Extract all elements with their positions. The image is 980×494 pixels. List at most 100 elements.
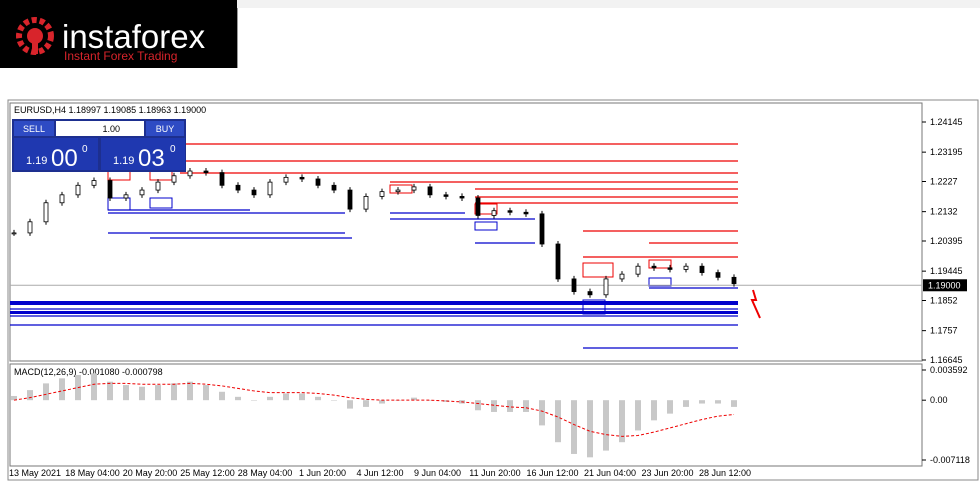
macd-bar (299, 393, 305, 401)
candle-body (507, 210, 513, 213)
macd-bar (603, 400, 609, 451)
annotation-scribble (750, 289, 761, 319)
candle-body (651, 265, 657, 269)
candle-body (491, 210, 497, 216)
current-price-label: 1.19000 (928, 280, 961, 290)
x-tick-label: 25 May 12:00 (180, 468, 235, 478)
buy-price-big: 1.19 (113, 155, 134, 167)
candle-body (91, 180, 97, 186)
candle-body (619, 273, 625, 280)
macd-bar (251, 400, 257, 401)
x-tick-label: 18 May 04:00 (65, 468, 120, 478)
candle-body (75, 184, 81, 196)
candle-body (587, 291, 593, 296)
macd-bar (635, 400, 641, 431)
sell-price-big: 1.19 (26, 155, 47, 167)
macd-bar (379, 400, 385, 404)
buy-button[interactable] (146, 121, 184, 136)
candle-body (107, 180, 113, 199)
macd-bar (443, 400, 449, 402)
x-tick-label: 28 May 04:00 (238, 468, 293, 478)
macd-bar (667, 400, 673, 414)
candle-body (539, 213, 545, 245)
x-tick-label: 9 Jun 04:00 (414, 468, 461, 478)
candle-body (155, 181, 161, 191)
candle-body (123, 194, 129, 199)
candle-body (331, 184, 337, 191)
macd-bar (523, 400, 529, 412)
macd-bar (475, 400, 481, 411)
candle-body (11, 232, 17, 235)
candle-body (411, 186, 417, 191)
sell-price-pips: 00 (51, 145, 78, 172)
candle-body (251, 189, 257, 196)
current-price-tag (923, 279, 967, 292)
candle-body (299, 176, 305, 180)
zone-box (474, 221, 498, 231)
sell-price-box[interactable] (14, 138, 98, 170)
macd-bar (619, 400, 625, 443)
lot-value: 1.00 (102, 124, 120, 134)
chart-header: EURUSD,H4 1.18997 1.19085 1.18963 1.1900… (14, 105, 206, 115)
macd-bar (427, 400, 433, 401)
candle-body (283, 176, 289, 183)
y-tick-label: 1.19445 (930, 266, 963, 276)
zone-box (149, 197, 173, 209)
buy-price-fraction: 0 (170, 144, 176, 155)
y-tick-label: 1.24145 (930, 117, 963, 127)
macd-bar (11, 395, 17, 401)
candle-body (267, 181, 273, 196)
candle-body (427, 186, 433, 196)
macd-bar (715, 400, 721, 404)
macd-bar (315, 396, 321, 401)
candle-body (139, 189, 145, 196)
lot-input[interactable] (56, 121, 144, 136)
macd-bar (411, 397, 417, 401)
zone-box (648, 259, 672, 269)
y-tick-label: 1.23195 (930, 147, 963, 157)
macd-bar (331, 400, 337, 401)
sell-label: SELL (23, 124, 45, 134)
macd-bar (171, 383, 177, 401)
support-band (10, 311, 738, 314)
y-tick-label: 1.16645 (930, 355, 963, 365)
x-tick-label: 11 Jun 20:00 (469, 468, 520, 478)
y-tick-label: 1.2132 (930, 207, 958, 217)
candle-body (187, 170, 193, 177)
macd-bar (555, 400, 561, 443)
y-tick-label: 1.20395 (930, 236, 963, 246)
macd-bar (203, 385, 209, 401)
y-tick-label: 1.1852 (930, 296, 958, 306)
macd-bar (91, 373, 97, 401)
macd-bar (139, 386, 145, 401)
zone-box (582, 262, 614, 278)
candle-body (443, 194, 449, 197)
macd-bar (587, 400, 593, 458)
macd-bar (267, 396, 273, 401)
macd-bar (43, 383, 49, 401)
macd-bar (699, 400, 705, 404)
y-tick-label: 1.2227 (930, 177, 958, 187)
x-tick-label: 1 Jun 20:00 (299, 468, 346, 478)
buy-price-box[interactable] (101, 138, 185, 170)
candle-body (219, 172, 225, 186)
logo-icon (16, 17, 54, 55)
candle-body (683, 265, 689, 270)
sell-button[interactable] (14, 121, 54, 136)
candle-body (571, 278, 577, 293)
x-tick-label: 23 Jun 20:00 (641, 468, 693, 478)
macd-bar (507, 400, 513, 412)
macd-label: MACD(12,26,9) -0.001080 -0.000798 (14, 367, 163, 377)
zone-box (474, 203, 498, 215)
candle-body (235, 184, 241, 191)
macd-bar (155, 385, 161, 401)
candle-body (347, 189, 353, 210)
buy-label: BUY (156, 124, 175, 134)
y-tick-label: 0.00 (930, 395, 948, 405)
x-tick-label: 21 Jun 04:00 (584, 468, 636, 478)
macd-bar (347, 400, 353, 409)
candle-body (635, 265, 641, 275)
x-tick-label: 13 May 2021 (9, 468, 61, 478)
candle-body (603, 278, 609, 296)
candle-body (59, 194, 65, 204)
